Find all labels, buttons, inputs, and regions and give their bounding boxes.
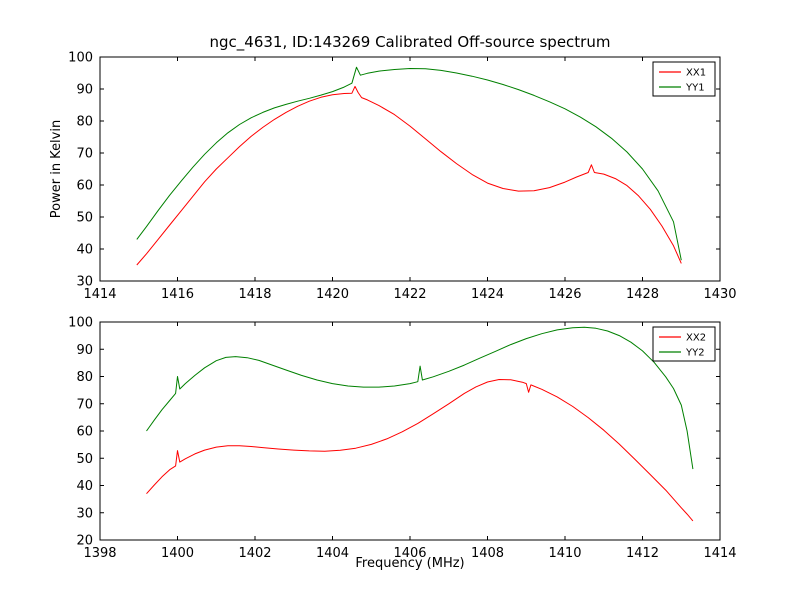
chart-title: ngc_4631, ID:143269 Calibrated Off-sourc… <box>209 33 611 51</box>
y-tick-label: 50 <box>76 452 93 467</box>
x-tick-label: 1426 <box>548 287 581 302</box>
legend-box <box>652 61 716 97</box>
x-tick-label: 1410 <box>548 546 581 561</box>
legend-label: YY1 <box>685 83 705 94</box>
y-tick-label: 20 <box>76 534 93 549</box>
series-line-xx1 <box>136 85 682 266</box>
x-tick-label: 1430 <box>703 287 736 302</box>
axes-frame <box>99 56 721 282</box>
x-tick-label: 1406 <box>393 546 426 561</box>
x-tick-label: 1400 <box>161 546 194 561</box>
y-tick-label: 80 <box>76 370 93 385</box>
x-tick-label: 1412 <box>626 546 659 561</box>
subplot-1: 1398 1400 1402 1404 1406 1408 1410 1412 1414 20 30… <box>68 316 736 562</box>
x-tick-label: 1414 <box>83 287 116 302</box>
y-tick-label: 30 <box>76 275 93 290</box>
legend-box <box>652 326 716 362</box>
series-line-yy2 <box>146 326 694 470</box>
x-tick-label: 1420 <box>316 287 349 302</box>
x-axis-label-bottom: Frequency (MHz) <box>355 556 465 571</box>
y-tick-label: 60 <box>76 179 93 194</box>
x-tick-label: 1398 <box>83 546 116 561</box>
legend-label: XX1 <box>686 68 706 79</box>
x-tick-label: 1416 <box>161 287 194 302</box>
y-tick-label: 80 <box>76 115 93 130</box>
y-tick-label: 90 <box>76 83 93 98</box>
x-tick-label: 1402 <box>238 546 271 561</box>
x-tick-label: 1418 <box>238 287 271 302</box>
x-tick-label: 1404 <box>316 546 349 561</box>
y-tick-label: 70 <box>76 397 93 412</box>
y-tick-label: 30 <box>76 506 93 521</box>
x-tick-label: 1408 <box>471 546 504 561</box>
y-tick-label: 60 <box>76 425 93 440</box>
y-axis-label-top: Power in Kelvin <box>49 119 64 219</box>
x-tick-label: 1422 <box>393 287 426 302</box>
y-tick-label: 40 <box>76 479 93 494</box>
legend-label: XX2 <box>686 333 706 344</box>
y-tick-label: 100 <box>68 51 93 66</box>
x-tick-label: 1414 <box>703 546 736 561</box>
y-tick-label: 50 <box>76 211 93 226</box>
y-tick-label: 90 <box>76 343 93 358</box>
legend-label: YY2 <box>685 348 705 359</box>
y-tick-label: 40 <box>76 243 93 258</box>
series-line-xx2 <box>146 379 694 522</box>
x-tick-label: 1428 <box>626 287 659 302</box>
y-tick-label: 100 <box>68 316 93 331</box>
x-tick-label: 1424 <box>471 287 504 302</box>
y-tick-label: 70 <box>76 147 93 162</box>
subplot-0: 1414 1416 1418 1420 1422 1424 1426 1428 1430 30 40… <box>68 51 736 303</box>
axes-frame <box>99 321 721 541</box>
series-line-yy1 <box>136 66 682 261</box>
